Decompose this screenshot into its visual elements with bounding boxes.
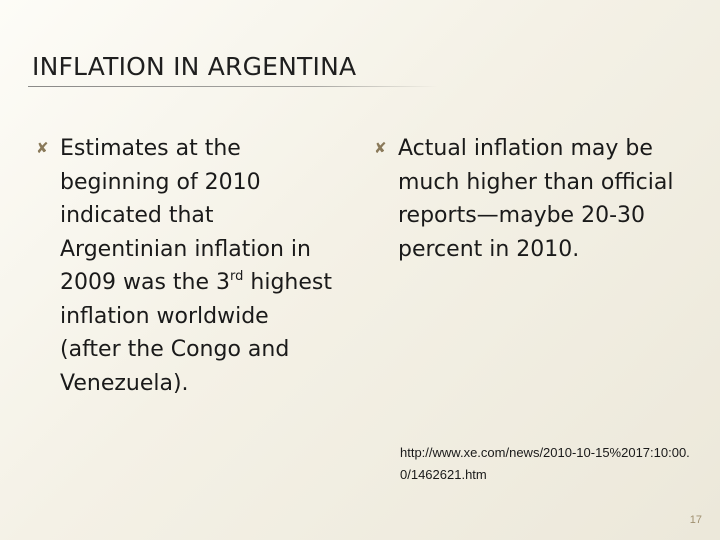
slide-number: 17: [689, 514, 702, 526]
left-column: ✘ Estimates at the beginning of 2010 ind…: [36, 132, 336, 400]
bullet-text-actual-inflation: Actual inflation may be much higher than…: [398, 136, 674, 262]
right-column: ✘ Actual inflation may be much higher th…: [374, 132, 699, 266]
source-url: http://www.xe.com/news/2010-10-15%2017:1…: [400, 445, 690, 482]
x-mark-icon: ✘: [374, 139, 387, 157]
bullet-text-estimates: Estimates at the beginning of 2010 indic…: [60, 136, 332, 396]
x-mark-icon: ✘: [36, 139, 49, 157]
bullet-text-estimates-part1: Estimates at the beginning of 2010 indic…: [60, 136, 311, 295]
bullet-item-estimates: ✘ Estimates at the beginning of 2010 ind…: [36, 132, 336, 400]
title-underline: [28, 86, 438, 87]
bullet-item-actual-inflation: ✘ Actual inflation may be much higher th…: [374, 132, 699, 266]
ordinal-superscript: rd: [230, 269, 244, 284]
slide-title: INFLATION IN ARGENTINA: [32, 52, 357, 81]
bullet-text-estimates-part2: highest inflation worldwide (after the C…: [60, 270, 332, 396]
